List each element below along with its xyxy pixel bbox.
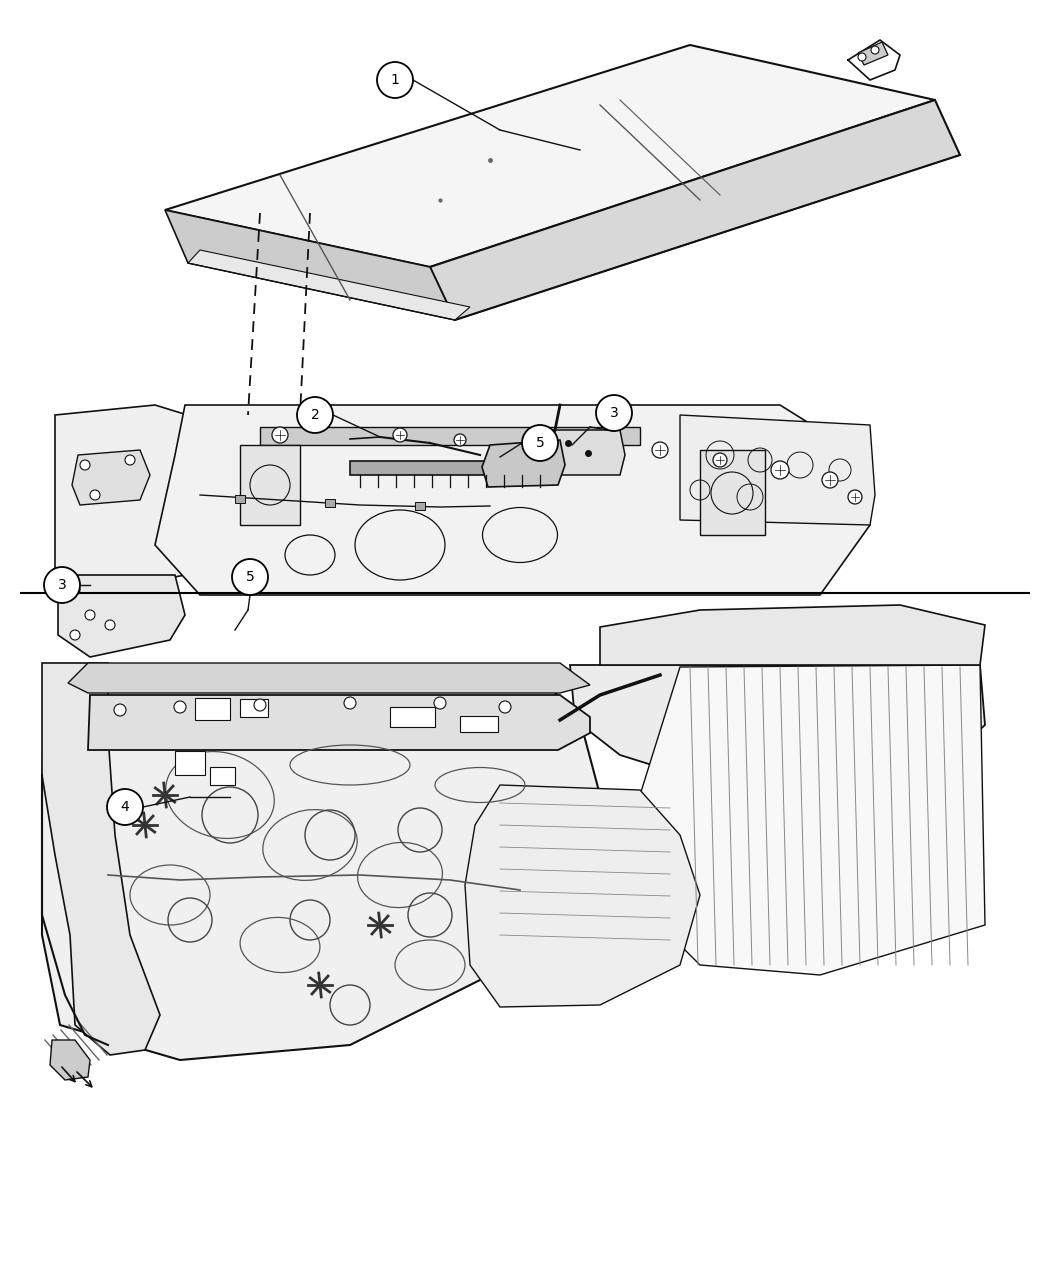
Polygon shape <box>55 405 230 595</box>
Circle shape <box>434 697 446 709</box>
Bar <box>700 450 765 536</box>
Polygon shape <box>155 405 870 595</box>
Polygon shape <box>680 414 875 525</box>
Text: 4: 4 <box>121 799 129 813</box>
Circle shape <box>872 46 879 54</box>
Polygon shape <box>68 663 590 694</box>
Circle shape <box>848 490 862 504</box>
Polygon shape <box>165 45 934 266</box>
Polygon shape <box>58 575 185 657</box>
Polygon shape <box>540 430 625 476</box>
Circle shape <box>90 490 100 500</box>
Polygon shape <box>42 663 160 1054</box>
Circle shape <box>254 699 266 711</box>
Polygon shape <box>482 440 565 487</box>
Polygon shape <box>165 210 455 320</box>
Circle shape <box>70 630 80 640</box>
Circle shape <box>454 434 466 446</box>
Polygon shape <box>72 450 150 505</box>
Circle shape <box>596 395 632 431</box>
Bar <box>210 768 235 785</box>
Polygon shape <box>430 99 960 320</box>
Circle shape <box>858 54 866 61</box>
Circle shape <box>232 558 268 595</box>
Bar <box>260 427 640 445</box>
Polygon shape <box>858 42 888 65</box>
Text: 3: 3 <box>58 578 66 592</box>
Circle shape <box>44 567 80 603</box>
Circle shape <box>125 455 135 465</box>
Polygon shape <box>640 666 985 975</box>
Circle shape <box>713 453 727 467</box>
Bar <box>350 462 550 476</box>
Bar <box>195 697 230 720</box>
Bar <box>235 495 245 504</box>
Circle shape <box>377 62 413 98</box>
Circle shape <box>771 462 789 479</box>
Circle shape <box>822 472 838 488</box>
Polygon shape <box>465 785 700 1007</box>
Polygon shape <box>50 1040 90 1080</box>
Circle shape <box>105 620 116 630</box>
Circle shape <box>114 704 126 717</box>
Circle shape <box>85 609 94 620</box>
Bar <box>460 717 498 732</box>
Circle shape <box>80 460 90 470</box>
Circle shape <box>70 585 80 595</box>
Bar <box>240 699 268 717</box>
Text: 3: 3 <box>610 405 618 419</box>
Bar <box>175 751 205 775</box>
Circle shape <box>107 789 143 825</box>
Polygon shape <box>188 250 470 320</box>
Bar <box>390 708 435 727</box>
Text: 1: 1 <box>391 73 399 87</box>
Bar <box>326 499 335 507</box>
Circle shape <box>344 697 356 709</box>
Text: 2: 2 <box>311 408 319 422</box>
Polygon shape <box>42 666 600 1060</box>
Text: 5: 5 <box>536 436 544 450</box>
Polygon shape <box>600 606 985 666</box>
Text: 5: 5 <box>246 570 254 584</box>
Bar <box>415 502 425 510</box>
Circle shape <box>499 701 511 713</box>
Polygon shape <box>570 666 985 785</box>
Circle shape <box>522 425 558 462</box>
Circle shape <box>272 427 288 442</box>
Circle shape <box>174 701 186 713</box>
Circle shape <box>393 428 407 442</box>
Polygon shape <box>88 695 590 750</box>
Bar <box>240 445 300 525</box>
Circle shape <box>297 397 333 434</box>
Circle shape <box>652 442 668 458</box>
